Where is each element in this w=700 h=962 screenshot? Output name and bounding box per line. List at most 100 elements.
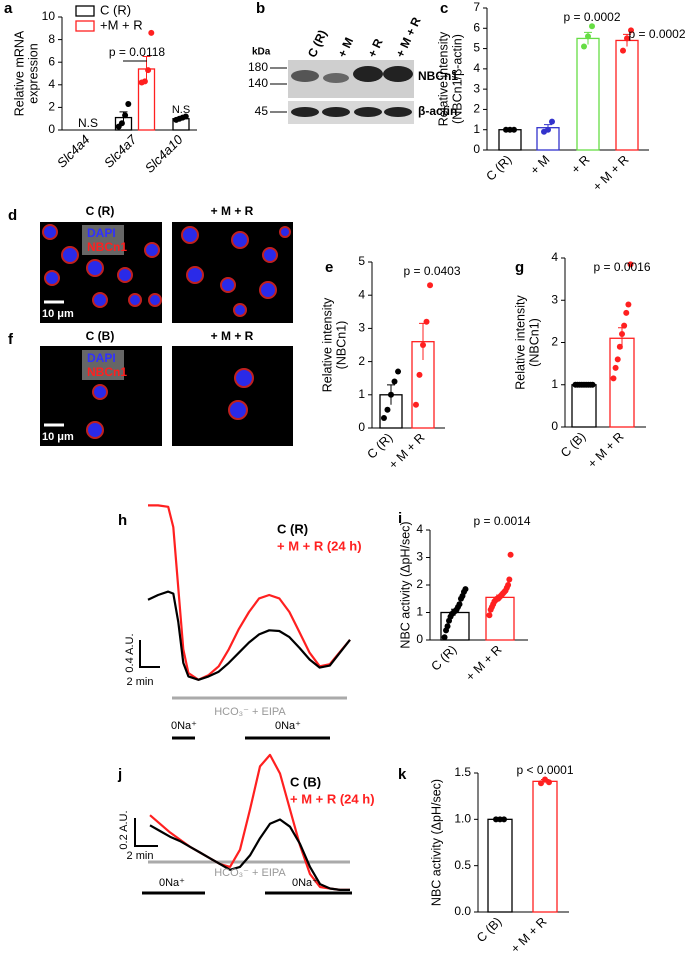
panel-label: b — [256, 0, 265, 17]
data-point — [545, 126, 551, 133]
data-point — [141, 78, 148, 85]
cells — [42, 224, 291, 317]
legend-label: + M + R (24 h) — [277, 538, 362, 553]
x-tick-label: + R — [569, 153, 593, 177]
data-point — [620, 47, 626, 54]
band — [384, 107, 412, 117]
data-point — [380, 415, 387, 422]
y-tick-label: 3 — [358, 321, 365, 335]
marker: 180 — [248, 60, 268, 74]
y-axis-label: expression — [26, 43, 40, 103]
y-tick-label: 10 — [42, 9, 56, 23]
annotation: 0Na⁺ — [171, 720, 197, 732]
y-tick-label: 4 — [551, 250, 558, 264]
data-point — [118, 120, 125, 127]
annotation: p = 0.0014 — [473, 514, 530, 528]
x-tick-label: + M + R — [463, 643, 504, 684]
scale-label: 10 μm — [42, 431, 74, 443]
data-point — [506, 576, 513, 583]
band — [291, 107, 319, 117]
y-tick-label: 3 — [473, 81, 480, 95]
condition: C (R) — [86, 204, 115, 218]
band — [353, 66, 383, 82]
bar — [532, 780, 558, 913]
data-point — [462, 586, 469, 593]
lane-label: + M — [335, 35, 356, 59]
data-point — [423, 318, 430, 325]
data-point — [628, 27, 634, 34]
x-tick-label: Slc4a4 — [54, 132, 93, 171]
annotation: p < 0.0001 — [516, 763, 573, 777]
band-label: NBCn1 — [418, 69, 458, 83]
y-axis-label: Relative intensity — [513, 295, 527, 390]
data-point — [538, 780, 544, 787]
y-tick-label: 2 — [358, 354, 365, 368]
panel-label: e — [325, 259, 333, 276]
condition: C (B) — [86, 329, 115, 343]
data-point — [511, 126, 517, 133]
data-point — [125, 101, 132, 108]
annotation: N.S — [78, 116, 98, 130]
trace — [149, 818, 350, 891]
image-panel: f C (B) + M + R DAPI NBCn1 10 μm — [8, 329, 293, 446]
panel-label: j — [117, 766, 122, 783]
x-tick-label: Slc4a10 — [142, 131, 186, 175]
annotation: 0.4 A.U. — [124, 633, 136, 672]
data-point — [441, 634, 448, 641]
y-tick-label: 0 — [416, 632, 423, 646]
data-point — [505, 582, 512, 588]
data-point — [549, 118, 555, 125]
stain: DAPI — [87, 226, 116, 240]
x-tick-label: + M + R — [508, 915, 549, 956]
x-tick-label: C (R) — [428, 643, 459, 674]
lane-label: C (R) — [305, 28, 330, 60]
data-point — [420, 342, 426, 348]
legend-swatch — [75, 20, 95, 32]
y-tick-label: 0 — [48, 122, 55, 136]
bar — [498, 129, 522, 151]
bar — [609, 337, 635, 428]
band — [323, 73, 349, 83]
y-tick-label: 6 — [48, 54, 55, 68]
bar — [576, 37, 600, 151]
data-point — [391, 378, 398, 385]
y-tick-label: 8 — [48, 32, 55, 46]
data-point — [427, 282, 434, 289]
y-axis-label: (NBCn1) — [527, 318, 541, 367]
lane-label: + M + R — [393, 15, 424, 60]
x-tick-label: + M + R — [590, 153, 631, 194]
blot — [288, 101, 414, 124]
data-point — [614, 356, 621, 363]
data-point — [182, 113, 189, 120]
x-tick-label: + M + R — [386, 431, 427, 472]
panel-label: c — [440, 0, 448, 17]
micrograph — [172, 346, 293, 446]
data-point — [416, 371, 423, 378]
legend-label: C (R) — [100, 2, 131, 17]
data-point — [610, 375, 617, 382]
trace-decor — [134, 640, 352, 895]
data-point — [627, 261, 634, 268]
bar — [571, 384, 597, 428]
data-point — [444, 623, 451, 630]
annotation: 2 min — [127, 850, 154, 862]
y-axis-label: NBC activity (ΔpH/sec) — [398, 521, 412, 648]
unit: kDa — [252, 47, 271, 58]
bar — [615, 39, 639, 151]
lane-label: + R — [365, 36, 386, 59]
y-tick-label: 4 — [473, 61, 480, 75]
panel-label: f — [8, 331, 14, 348]
scale-label: 10 μm — [42, 308, 74, 320]
data-point — [581, 43, 587, 50]
legend-label: + M + R (24 h) — [290, 791, 375, 806]
band — [354, 107, 382, 117]
data-point — [456, 601, 463, 608]
data-point — [148, 29, 155, 36]
scale-bar — [134, 818, 158, 847]
y-tick-label: 1 — [416, 605, 423, 619]
data-point — [388, 391, 394, 398]
data-point — [145, 67, 152, 74]
y-tick-label: 0 — [551, 419, 558, 433]
legend-label: +M + R — [100, 17, 143, 32]
data-point — [589, 381, 596, 388]
